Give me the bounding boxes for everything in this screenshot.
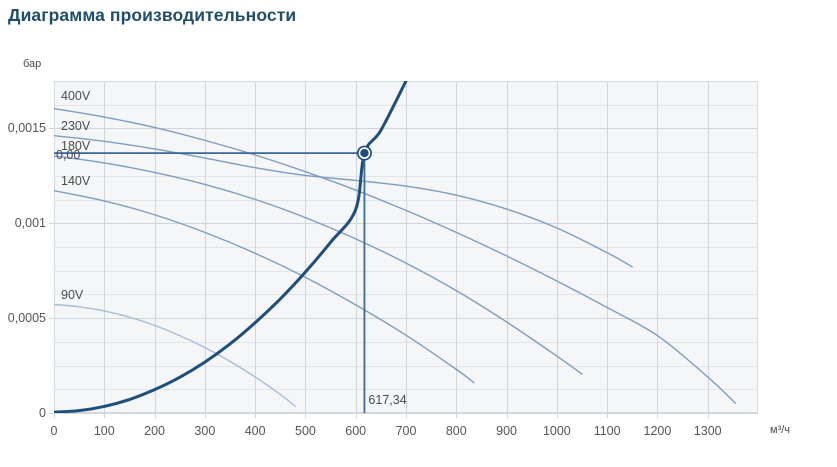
- curve-400v: [54, 107, 737, 404]
- operating-point-marker-ring: [358, 147, 371, 159]
- curve-180v: [54, 155, 583, 375]
- x-axis-tick-label: 1300: [693, 424, 722, 438]
- x-axis-tick-label: 300: [194, 424, 216, 438]
- curve-label-180v: 180V: [61, 139, 91, 154]
- curve-кривая-системы: [54, 81, 408, 413]
- x-axis-tick-label: 800: [445, 424, 467, 438]
- x-axis-tick-label: 1200: [643, 424, 672, 438]
- curve-230v: [54, 134, 633, 268]
- x-axis-tick-label: 0: [50, 424, 58, 438]
- x-axis-tick-label: 1100: [593, 424, 621, 438]
- page-title: Диаграмма производительности: [8, 5, 297, 25]
- x-axis-unit-label: м³/ч: [770, 424, 791, 436]
- curve-label-140v: 140V: [61, 173, 91, 188]
- x-axis-tick-label: 100: [93, 424, 115, 438]
- x-axis-tick-label: 900: [496, 424, 517, 438]
- x-axis-tick-label: 600: [345, 424, 367, 438]
- curve-label-230v: 230V: [61, 118, 91, 133]
- curve-label-90v: 90V: [61, 288, 84, 303]
- y-axis-tick-label: 0: [39, 406, 46, 420]
- y-axis-unit-label: бар: [23, 58, 42, 70]
- x-axis-tick-label: 400: [244, 424, 266, 438]
- x-axis-tick-label: 700: [395, 424, 417, 438]
- curve-90v: [54, 303, 297, 408]
- operating-point-y-label: 0,00: [56, 148, 81, 163]
- operating-point-marker-inner: [361, 149, 368, 157]
- y-axis-tick-label: 0,001: [14, 216, 46, 231]
- x-axis-tick-label: 1000: [542, 424, 571, 438]
- curve-label-400v: 400V: [61, 89, 91, 104]
- x-axis-tick-label: 500: [294, 424, 316, 438]
- y-axis-tick-label: 0,0005: [7, 311, 46, 326]
- operating-point-x-label: 617,34: [368, 393, 407, 407]
- x-axis-tick-label: 200: [144, 424, 165, 438]
- curve-140v: [54, 189, 475, 384]
- y-axis-tick-label: 0,0015: [7, 121, 46, 136]
